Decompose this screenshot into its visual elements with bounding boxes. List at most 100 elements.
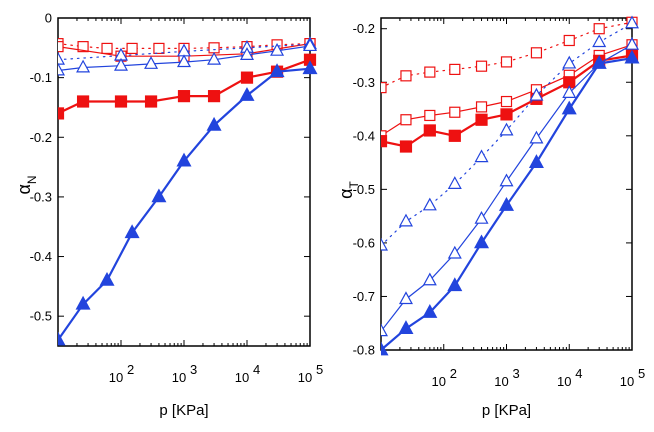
y-tick-label: -0.4 xyxy=(30,249,52,264)
x-tick-label: 10 xyxy=(235,370,249,385)
data-point-red-open-dotted xyxy=(530,47,543,59)
x-tick-exponent: 4 xyxy=(575,366,582,381)
data-point-blue-filled xyxy=(398,320,414,334)
y-tick-label: -0.6 xyxy=(353,235,375,250)
data-point-red-filled xyxy=(114,95,128,108)
data-point-blue-open-solid xyxy=(529,130,544,144)
x-tick-label: 10 xyxy=(620,374,634,389)
data-point-blue-filled xyxy=(58,331,66,346)
data-point-red-open-dotted xyxy=(208,42,220,54)
data-point-blue-filled xyxy=(474,234,490,249)
data-point-red-open-solid xyxy=(400,114,412,126)
x-tick-exponent: 2 xyxy=(127,362,134,377)
y-tick-label: -0.7 xyxy=(353,289,375,304)
data-point-blue-open-dotted xyxy=(529,87,544,101)
panel-2: -0.2 -0.3 -0.4 -0.5 -0.6 -0.7 -0.8 10 2 10 3 10 4 10 5… xyxy=(336,15,645,419)
series-line-red-filled xyxy=(381,54,633,148)
data-point-blue-open-dotted xyxy=(562,55,577,69)
data-point-red-open-dotted xyxy=(475,60,488,72)
x-tick-exponent: 3 xyxy=(513,366,520,381)
data-point-blue-filled xyxy=(591,55,607,69)
data-point-red-filled xyxy=(381,135,388,148)
data-point-blue-open-dotted xyxy=(624,15,640,29)
x-tick-label: 10 xyxy=(298,370,312,385)
y-tick-label: -0.8 xyxy=(353,343,375,358)
data-point-blue-filled xyxy=(422,304,438,318)
data-point-red-filled xyxy=(207,90,221,103)
data-point-red-open-solid xyxy=(500,95,513,108)
data-point-red-open-dotted xyxy=(449,63,461,76)
data-point-blue-open-solid xyxy=(474,210,489,224)
series-line-red-open-dotted xyxy=(381,21,633,89)
data-point-blue-open-solid xyxy=(422,272,437,286)
data-point-red-open-dotted xyxy=(101,42,113,55)
x-tick-exponent: 5 xyxy=(316,362,323,377)
data-point-blue-open-solid xyxy=(76,59,91,73)
data-point-red-open-dotted xyxy=(77,41,89,53)
data-point-blue-filled xyxy=(239,87,255,101)
y-axis-label: αT xyxy=(336,180,361,198)
data-point-blue-open-solid xyxy=(58,62,66,76)
y-tick-label: -0.1 xyxy=(30,70,52,85)
data-point-blue-open-solid xyxy=(239,47,255,60)
y-axis-label-symbol: α xyxy=(336,188,356,198)
data-point-red-open-dotted xyxy=(126,42,138,55)
data-point-blue-filled xyxy=(447,277,463,292)
data-point-red-open-solid xyxy=(475,101,488,113)
data-point-blue-open-dotted xyxy=(398,213,413,227)
series-line-blue-filled xyxy=(381,57,633,351)
data-point-red-filled xyxy=(399,140,413,153)
series-line-blue-open-solid xyxy=(381,44,633,332)
data-point-red-filled xyxy=(177,90,191,103)
data-point-blue-open-dotted xyxy=(474,149,489,163)
data-point-blue-filled xyxy=(624,49,640,64)
data-point-blue-open-solid xyxy=(499,173,514,187)
data-point-red-filled xyxy=(423,124,436,137)
data-point-red-filled xyxy=(240,71,254,84)
data-point-blue-filled xyxy=(381,341,389,356)
data-point-red-filled xyxy=(500,108,513,121)
x-tick-label: 10 xyxy=(109,370,123,385)
y-tick-label: -0.3 xyxy=(30,189,52,204)
data-point-blue-filled xyxy=(498,196,515,211)
data-point-blue-open-solid xyxy=(624,36,640,50)
data-point-blue-filled xyxy=(124,224,140,239)
data-point-blue-filled xyxy=(75,295,91,310)
data-point-blue-open-solid xyxy=(270,42,285,56)
y-tick-label: -0.5 xyxy=(353,182,375,197)
series-line-blue-filled xyxy=(58,67,311,341)
data-point-blue-open-solid xyxy=(447,245,462,259)
data-point-red-open-dotted xyxy=(563,34,575,47)
x-tick-exponent: 2 xyxy=(450,366,457,381)
series-line-red-open-solid xyxy=(381,44,633,137)
y-axis-label-subscript: N xyxy=(25,175,39,184)
y-axis-label: αN xyxy=(14,175,39,194)
data-point-red-filled xyxy=(58,107,65,120)
data-point-blue-open-solid xyxy=(176,54,192,68)
x-tick-exponent: 5 xyxy=(638,366,645,381)
data-point-blue-open-dotted xyxy=(499,122,514,136)
data-point-red-open-solid xyxy=(424,109,436,122)
data-point-blue-filled xyxy=(176,152,192,167)
data-point-blue-open-solid xyxy=(144,56,159,69)
data-point-blue-open-solid xyxy=(381,323,389,337)
data-point-blue-open-dotted xyxy=(592,34,607,48)
data-point-red-open-dotted xyxy=(500,56,513,68)
series-line-blue-open-dotted xyxy=(381,22,633,247)
y-tick-label: -0.3 xyxy=(353,75,375,90)
data-point-red-open-dotted xyxy=(400,70,412,82)
x-tick-exponent: 3 xyxy=(190,362,197,377)
series-group xyxy=(381,15,640,356)
y-tick-label: -0.4 xyxy=(353,128,375,143)
x-axis-label: p [KPa] xyxy=(482,402,531,419)
data-point-blue-filled xyxy=(206,116,222,131)
data-point-blue-open-solid xyxy=(562,85,577,98)
data-point-blue-filled xyxy=(561,100,577,115)
y-tick-label: 0 xyxy=(45,11,52,26)
data-point-blue-open-solid xyxy=(113,57,129,71)
data-point-red-open-solid xyxy=(58,41,64,53)
y-tick-label: -0.2 xyxy=(30,130,52,145)
data-point-red-open-dotted xyxy=(153,42,165,55)
x-tick-exponent: 4 xyxy=(253,362,260,377)
